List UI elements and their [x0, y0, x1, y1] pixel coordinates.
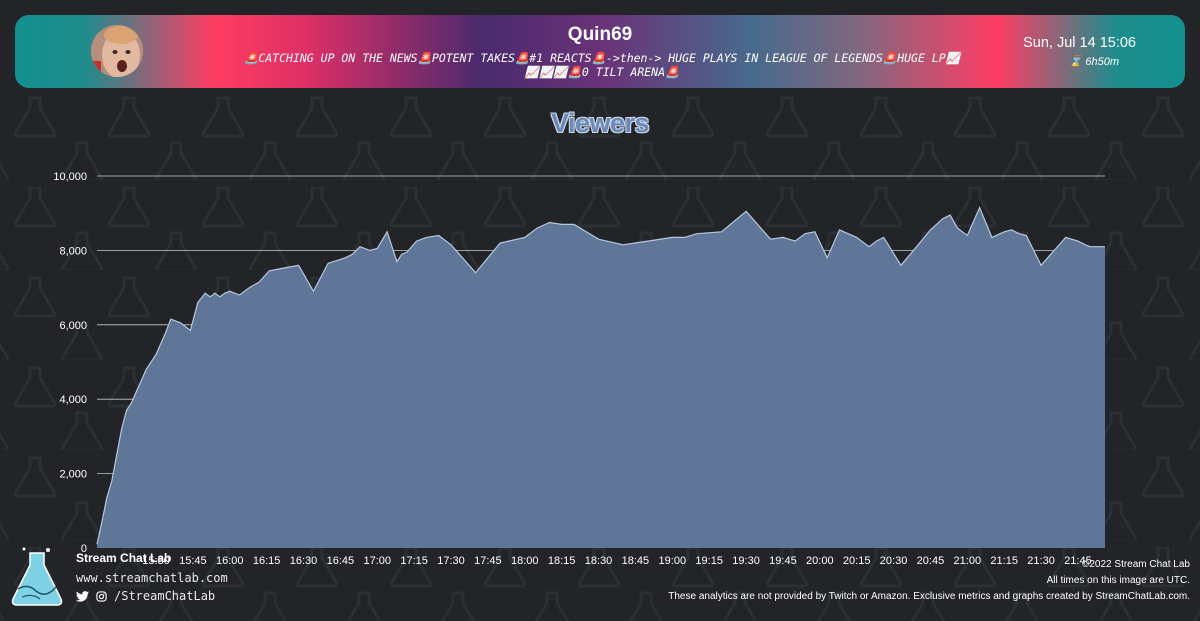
footer-brand-block: Stream Chat Lab www.streamchatlab.com /S…	[76, 551, 228, 603]
stream-title: 🚨CATCHING UP ON THE NEWS🚨POTENT TAKES🚨#1…	[222, 51, 982, 79]
stream-title-line-2: 📈📈📈🚨0 TILT ARENA🚨	[524, 65, 680, 79]
x-tick-label: 21:15	[990, 555, 1018, 567]
x-tick-label: 19:30	[732, 555, 760, 567]
stream-chat-lab-logo	[11, 547, 63, 606]
disclaimer: These analytics are not provided by Twit…	[668, 591, 1190, 602]
stream-info-banner	[15, 15, 1185, 88]
y-tick-label: 6,000	[59, 320, 87, 332]
x-tick-label: 18:00	[511, 555, 539, 567]
x-tick-label: 15:30	[142, 555, 170, 567]
twitter-icon[interactable]	[76, 590, 89, 602]
channel-name: Quin69	[567, 24, 633, 45]
x-tick-label: 17:00	[364, 555, 392, 567]
instagram-icon[interactable]	[96, 590, 107, 602]
y-tick-label: 4,000	[59, 394, 87, 406]
x-tick-label: 16:15	[253, 555, 281, 567]
duration-value: 6h50m	[1085, 56, 1119, 68]
x-tick-label: 19:00	[659, 555, 687, 567]
viewers-area	[97, 207, 1105, 548]
x-tick-label: 21:00	[954, 555, 982, 567]
x-tick-label: 18:45	[622, 555, 650, 567]
x-tick-label: 21:30	[1027, 555, 1055, 567]
x-tick-label: 19:15	[695, 555, 723, 567]
viewers-line	[96, 206, 1105, 545]
x-tick-label: 18:15	[548, 555, 576, 567]
x-tick-label: 16:45	[327, 555, 355, 567]
avatar-image	[91, 25, 143, 77]
social-handle[interactable]: /StreamChatLab	[114, 589, 216, 603]
website-link[interactable]: www.streamchatlab.com	[76, 571, 228, 585]
streamer-avatar	[91, 25, 143, 77]
chart-title: Viewers	[550, 108, 650, 138]
y-tick-label: 8,000	[59, 245, 87, 257]
stream-start-datetime: Sun, Jul 14 15:06	[1023, 35, 1136, 51]
x-tick-label: 19:45	[769, 555, 797, 567]
x-tick-label: 16:00	[216, 555, 244, 567]
x-tick-label: 20:45	[917, 555, 945, 567]
timezone-note: All times on this image are UTC.	[1046, 575, 1190, 586]
footer-notes: ©2022 Stream Chat Lab All times on this …	[668, 557, 1190, 605]
x-tick-label: 20:30	[880, 555, 908, 567]
x-tick-label: 15:45	[179, 555, 207, 567]
hourglass-icon: ⌛	[1068, 56, 1083, 68]
x-tick-label: 20:00	[806, 555, 834, 567]
stream-duration: ⌛ 6h50m	[1069, 55, 1119, 68]
x-tick-label: 17:45	[474, 555, 502, 567]
social-links: /StreamChatLab	[76, 589, 228, 603]
stream-title-line-1: 🚨CATCHING UP ON THE NEWS🚨POTENT TAKES🚨#1…	[244, 51, 960, 65]
y-tick-label: 10,000	[53, 171, 87, 183]
y-tick-label: 2,000	[59, 469, 87, 481]
x-tick-label: 18:30	[585, 555, 613, 567]
x-tick-label: 21:45	[1064, 555, 1092, 567]
x-tick-label: 16:30	[290, 555, 318, 567]
x-tick-label: 17:15	[400, 555, 428, 567]
y-tick-label: 0	[81, 543, 87, 555]
copyright: ©2022 Stream Chat Lab	[1082, 559, 1190, 570]
x-tick-label: 17:30	[437, 555, 465, 567]
brand-name: Stream Chat Lab	[76, 551, 172, 565]
x-tick-label: 20:15	[843, 555, 871, 567]
